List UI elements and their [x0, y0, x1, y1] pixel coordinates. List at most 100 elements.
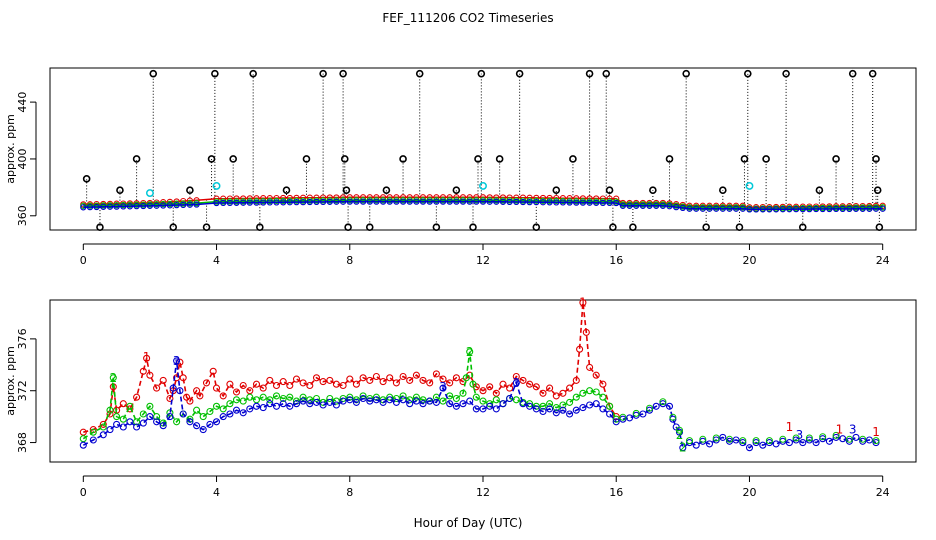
bottom-series-label: 3 — [439, 380, 447, 394]
top-series-3-point — [166, 202, 174, 209]
bottom-series-3-point — [199, 426, 207, 434]
top-series-3-point — [266, 199, 273, 206]
bottom-series-3-point — [439, 384, 447, 392]
top-series-3-point — [792, 205, 800, 213]
top-series-3-point — [746, 206, 753, 213]
top-series-3-point — [699, 205, 706, 212]
bottom-series-3-point — [279, 400, 287, 408]
bottom-series-2-point — [239, 397, 247, 405]
top-spike-marker — [365, 223, 374, 231]
bottom-series-2-point — [199, 413, 207, 421]
top-x-tick-label: 8 — [346, 254, 353, 267]
bottom-series-2-point — [299, 393, 307, 401]
top-series-3-point — [859, 205, 866, 212]
bottom-series-1-point — [439, 375, 447, 383]
bottom-series-3-point — [266, 400, 274, 408]
bottom-series-2-point — [559, 401, 567, 409]
bottom-series-label: 2 — [679, 441, 687, 455]
bottom-series-3-point — [566, 410, 574, 418]
bottom-series-2-point — [492, 396, 500, 404]
bottom-series-1-point — [479, 387, 487, 395]
top-spike — [382, 186, 391, 198]
bottom-series-1-point — [219, 392, 227, 400]
bottom-series-common-point — [745, 444, 754, 452]
bottom-x-tick-label: 8 — [346, 486, 353, 499]
top-series-3-point — [346, 198, 353, 205]
bottom-tail-green-point — [632, 409, 640, 417]
top-series-3-point — [333, 198, 340, 205]
bottom-series-3-point — [306, 400, 314, 408]
bottom-x-tick-label: 0 — [80, 486, 87, 499]
top-series-3-point — [852, 205, 860, 212]
top-series-3-point — [260, 199, 267, 206]
top-series-3-point — [280, 199, 287, 206]
top-spike-marker — [605, 186, 614, 195]
bottom-series-2-point — [272, 392, 281, 400]
top-spike-marker — [875, 223, 884, 231]
bottom-x-axis: 0 4 8 12 16 20 24 — [80, 475, 890, 499]
bottom-series-2-point — [539, 402, 547, 410]
top-series-3-point — [646, 202, 653, 209]
top-spike — [249, 69, 257, 199]
top-series-3-point — [80, 204, 87, 211]
bottom-series-common-point — [759, 441, 767, 449]
bottom-series-common — [619, 400, 880, 452]
bottom-series-2-point — [552, 404, 560, 412]
top-series-3-point — [339, 198, 347, 205]
top-series-3-point — [806, 205, 813, 213]
bottom-series-2-point — [512, 396, 520, 404]
bottom-series-label: 1 — [579, 296, 587, 310]
top-spike — [415, 69, 424, 198]
top-series-3-point — [872, 205, 880, 212]
bottom-series-3-point — [159, 422, 167, 430]
top-spike-marker — [832, 155, 840, 163]
bottom-series-2-point — [472, 393, 480, 401]
top-series-3-point — [413, 198, 420, 205]
bottom-tail-green-point — [619, 413, 627, 421]
top-series-3-point — [93, 203, 100, 211]
bottom-series-3-point — [552, 409, 560, 417]
bottom-series-3-point — [166, 413, 174, 421]
bottom-series-3-point — [153, 418, 161, 426]
top-x-tick-label: 24 — [876, 254, 890, 267]
top-series-3-point — [106, 203, 114, 210]
top-x-tick-label: 16 — [609, 254, 623, 267]
bottom-series-1-point — [209, 367, 217, 375]
bottom-series-3-point — [426, 397, 434, 405]
bottom-series-1-point — [292, 375, 301, 383]
top-series-3-point — [220, 199, 227, 207]
top-spike-marker — [474, 155, 482, 163]
top-series-3-point — [613, 199, 620, 207]
top-spike — [762, 155, 770, 208]
top-spike-marker — [743, 69, 752, 78]
bottom-series-1-point — [306, 381, 314, 390]
bottom-series-3-point — [272, 402, 281, 410]
top-series-3-point — [819, 205, 826, 213]
bottom-y-axis: 368 372 376 — [16, 328, 37, 453]
bottom-series-2-point — [306, 396, 314, 404]
top-spike — [495, 155, 504, 198]
top-series-3-point — [679, 204, 686, 212]
top-spike — [169, 201, 178, 231]
top-cyan-point — [212, 181, 221, 190]
top-plot-frame — [49, 67, 917, 231]
top-series-3-point — [153, 202, 160, 209]
bottom-tail-green-point — [805, 434, 813, 442]
bottom-series-1-point — [539, 389, 547, 397]
bottom-y-tick-label: 376 — [16, 328, 29, 349]
bottom-series-3-point — [499, 400, 507, 408]
top-spike — [740, 155, 749, 207]
bottom-series-1-point — [266, 376, 274, 384]
figure-title: FEF_111206 CO2 Timeseries — [382, 11, 553, 25]
top-spike — [340, 155, 349, 198]
bottom-series-common-point — [632, 411, 640, 419]
bottom-series-1-point — [332, 380, 340, 388]
bottom-series-common-point — [619, 415, 627, 423]
top-series-3-point — [513, 198, 520, 206]
bottom-series-2-point — [392, 394, 400, 403]
top-series-3-point — [539, 199, 547, 206]
bottom-y-axis-label: approx. ppm — [4, 346, 17, 416]
top-spike-marker — [602, 69, 611, 78]
top-spike — [477, 69, 486, 198]
bottom-series-1-point — [279, 378, 287, 386]
